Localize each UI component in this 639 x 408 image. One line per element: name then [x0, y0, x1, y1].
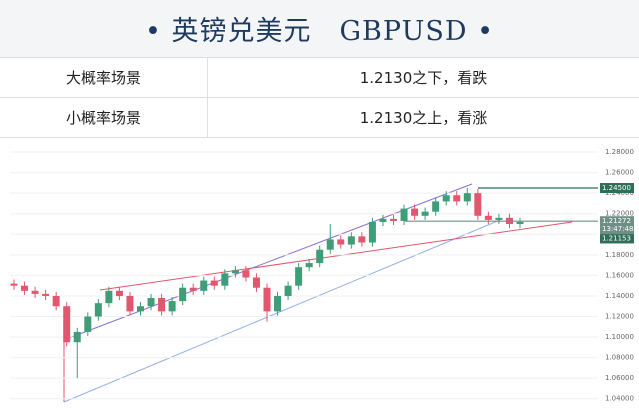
y-tick-label: 1.06000 — [605, 374, 634, 382]
price-box — [600, 233, 634, 244]
y-tick-label: 1.04000 — [605, 395, 634, 403]
candle-body — [474, 193, 482, 216]
chart: 1.04000 1.06000 1.08000 1.10000 1.12000 1.140… — [10, 148, 634, 408]
scenario-table: 大概率场景 1.2130之下，看跌 小概率场景 1.2130之上，看涨 — [0, 57, 639, 138]
channel-bottom — [63, 219, 501, 403]
candle-body — [10, 283, 18, 286]
candle-body — [495, 217, 503, 220]
y-tick-label: 1.22000 — [605, 210, 634, 218]
cell: 1.2130之上，看涨 — [207, 97, 639, 138]
price-box — [600, 216, 634, 227]
title: • 英镑兑美元 GBPUSD • — [0, 0, 639, 57]
candle-body — [274, 295, 282, 312]
y-tick-label: 1.08000 — [605, 354, 634, 362]
y-tick-label: 1.28000 — [605, 148, 634, 156]
y-tick-label: 1.26000 — [605, 169, 634, 177]
candle-body — [147, 298, 155, 307]
candle-body — [221, 273, 229, 286]
y-tick-label: 1.16000 — [605, 271, 634, 279]
candle-body — [421, 211, 429, 216]
candle-body — [126, 295, 134, 312]
y-tick-label: 1.10000 — [605, 333, 634, 341]
candle-body — [252, 277, 260, 288]
candle-body — [516, 221, 524, 225]
time-box — [600, 225, 634, 235]
candle-body — [358, 236, 366, 243]
y-tick-label: 1.12000 — [605, 313, 634, 321]
y-tick-label: 1.14000 — [605, 292, 634, 300]
candle-body — [242, 270, 250, 278]
candle-body — [484, 215, 492, 220]
candle-body — [337, 239, 345, 245]
y-tick-label: 1.24000 — [605, 189, 634, 197]
price-label: 1.21153 — [602, 234, 631, 242]
candle-body — [168, 301, 176, 312]
candle-body — [63, 306, 71, 343]
candle-body — [189, 287, 197, 291]
candle-body — [137, 306, 144, 312]
cell: 大概率场景 — [0, 57, 208, 98]
candle-body — [368, 221, 376, 243]
candle-body — [210, 280, 218, 286]
candle-body — [295, 267, 303, 286]
candle-body — [305, 263, 313, 268]
cell: 1.2130之下，看跌 — [207, 57, 639, 98]
candle-body — [73, 331, 81, 343]
candle-body — [52, 295, 60, 307]
price-box — [600, 183, 634, 194]
candle-body — [105, 290, 113, 304]
row: 大概率场景 1.2130之下，看跌 — [0, 57, 639, 98]
candle-body — [411, 208, 419, 216]
candle-body — [94, 303, 102, 317]
support-line — [99, 221, 573, 291]
plot-bg — [10, 150, 600, 408]
candle-body — [284, 285, 292, 296]
candle-body — [179, 287, 187, 302]
candle-body — [453, 195, 461, 202]
candle-body — [200, 280, 208, 291]
candle-body — [379, 218, 387, 222]
candle-body — [400, 208, 408, 221]
candle-body — [231, 270, 239, 274]
cell: 小概率场景 — [0, 97, 208, 138]
candle-body — [158, 298, 166, 312]
candle-body — [390, 218, 397, 221]
candle-body — [326, 239, 334, 250]
candle-body — [432, 201, 440, 212]
candle-body — [42, 293, 50, 296]
candle-body — [442, 195, 450, 202]
candle-body — [31, 290, 39, 294]
price-label: 1.21272 — [602, 217, 631, 225]
candle-body — [263, 287, 271, 312]
row: 小概率场景 1.2130之上，看涨 — [0, 97, 639, 138]
candle-body — [347, 236, 355, 245]
time-label: 13:47:48 — [602, 225, 633, 233]
candle-body — [21, 285, 29, 291]
price-label: 1.24500 — [602, 184, 631, 192]
candle-body — [316, 249, 324, 264]
candle-body — [115, 290, 123, 296]
candle-body — [84, 316, 92, 332]
y-tick-label: 1.18000 — [605, 251, 634, 259]
candle-body — [463, 193, 471, 202]
